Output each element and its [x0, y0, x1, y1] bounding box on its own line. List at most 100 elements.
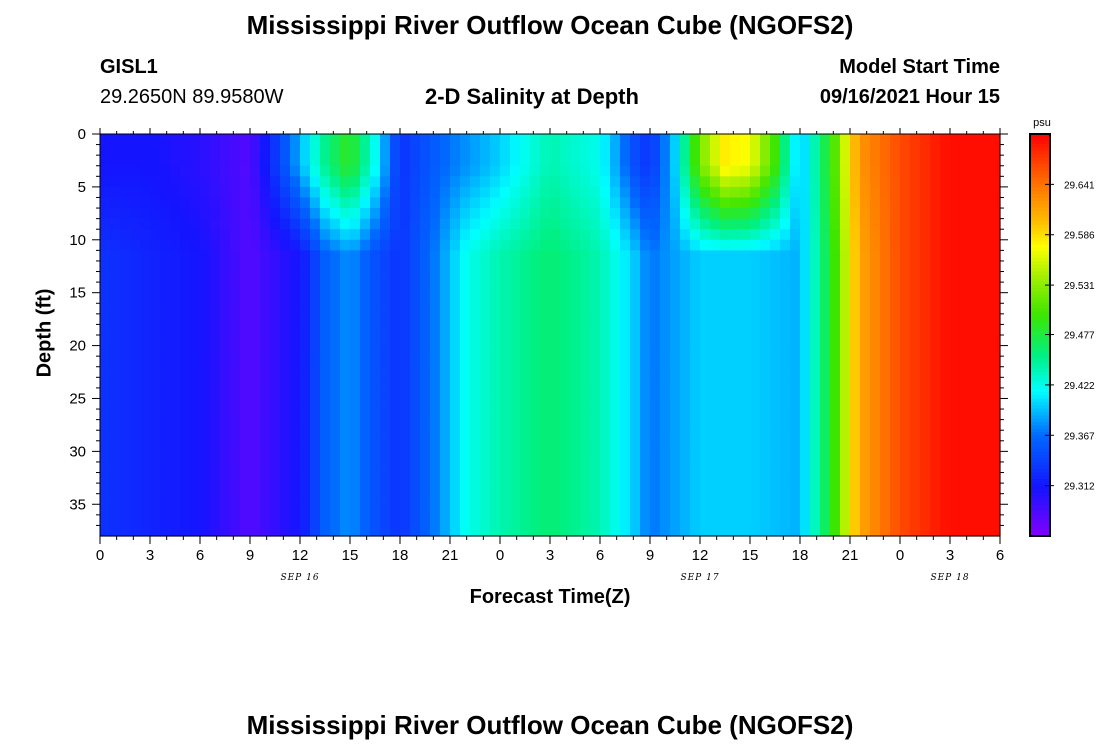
heatmap-cell [190, 387, 201, 400]
heatmap-cell [750, 430, 761, 442]
heatmap-cell [130, 335, 141, 347]
heatmap-cell [760, 134, 771, 146]
heatmap-cell [510, 377, 521, 389]
chart-title: 2-D Salinity at Depth [425, 84, 639, 109]
heatmap-cell [740, 387, 751, 400]
heatmap-cell [590, 155, 601, 167]
heatmap-cell [580, 239, 591, 251]
heatmap-cell [120, 229, 131, 241]
heatmap-cell [190, 366, 201, 378]
heatmap-cell [920, 493, 931, 505]
heatmap-cell [590, 239, 601, 251]
heatmap-cell [600, 155, 611, 167]
heatmap-cell [560, 197, 571, 209]
heatmap-cell [180, 260, 191, 273]
heatmap-cell [490, 134, 501, 146]
heatmap-cell [760, 483, 771, 495]
heatmap-cell [480, 504, 491, 516]
heatmap-cell [390, 398, 401, 410]
heatmap-cell [890, 303, 901, 315]
heatmap-cell [490, 493, 501, 505]
colorbar-segment [1030, 445, 1050, 450]
heatmap-cell [590, 165, 601, 177]
heatmap-cell [390, 155, 401, 167]
heatmap-cell [440, 218, 451, 230]
colorbar-segment [1030, 519, 1050, 524]
heatmap-cell [730, 504, 741, 516]
heatmap-cell [160, 514, 171, 527]
heatmap-cell [840, 504, 851, 516]
heatmap-cell [840, 345, 851, 357]
heatmap-cell [780, 197, 791, 209]
heatmap-cell [410, 165, 421, 177]
heatmap-cell [210, 335, 221, 347]
heatmap-cell [440, 461, 451, 474]
heatmap-cell [770, 197, 781, 209]
heatmap-cell [630, 387, 641, 400]
heatmap-cell [980, 504, 991, 516]
heatmap-cell [570, 377, 581, 389]
heatmap-cell [840, 430, 851, 442]
heatmap-cell [800, 155, 811, 167]
colorbar-segment [1030, 170, 1050, 175]
heatmap-cell [870, 335, 881, 347]
heatmap-cell [340, 176, 351, 188]
heatmap-cell [990, 134, 1001, 146]
heatmap-cell [490, 483, 501, 495]
heatmap-cell [420, 430, 431, 442]
heatmap-cell [640, 260, 651, 273]
heatmap-cell [640, 419, 651, 431]
heatmap-cell [920, 514, 931, 527]
heatmap-cell [490, 218, 501, 230]
heatmap-cell [860, 292, 871, 304]
heatmap-cell [950, 271, 961, 283]
heatmap-cell [210, 250, 221, 262]
heatmap-cell [570, 303, 581, 315]
heatmap-cell [920, 292, 931, 304]
heatmap-cell [560, 451, 571, 463]
heatmap-cell [470, 134, 481, 146]
heatmap-cell [170, 483, 181, 495]
heatmap-cell [120, 218, 131, 230]
heatmap-cell [870, 313, 881, 326]
heatmap-cell [920, 313, 931, 326]
heatmap-cell [180, 461, 191, 474]
colorbar-segment [1030, 515, 1050, 520]
heatmap-cell [220, 356, 231, 368]
heatmap-cell [420, 144, 431, 156]
heatmap-cell [360, 483, 371, 495]
heatmap-cell [430, 525, 441, 537]
heatmap-cell [320, 197, 331, 209]
heatmap-cell [530, 345, 541, 357]
heatmap-cell [810, 356, 821, 368]
heatmap-cell [650, 409, 661, 421]
heatmap-cell [130, 239, 141, 251]
heatmap-cell [930, 366, 941, 378]
heatmap-cell [900, 218, 911, 230]
colorbar-segment [1030, 180, 1050, 185]
colorbar-segment [1030, 177, 1050, 182]
heatmap-cell [310, 250, 321, 262]
heatmap-cell [510, 292, 521, 304]
heatmap-cell [920, 377, 931, 389]
heatmap-cell [850, 514, 861, 527]
heatmap-cell [260, 377, 271, 389]
heatmap-cell [130, 387, 141, 400]
heatmap-cell [500, 313, 511, 326]
heatmap-cell [660, 155, 671, 167]
heatmap-cell [910, 440, 921, 452]
heatmap-cell [810, 218, 821, 230]
heatmap-cell [610, 239, 621, 251]
heatmap-cell [460, 250, 471, 262]
heatmap-cell [910, 176, 921, 188]
heatmap-cell [550, 335, 561, 347]
heatmap-cell [850, 377, 861, 389]
heatmap-cell [890, 377, 901, 389]
heatmap-cell [140, 144, 151, 156]
heatmap-cell [570, 271, 581, 283]
heatmap-cell [300, 186, 311, 199]
heatmap-cell [780, 250, 791, 262]
heatmap-cell [520, 430, 531, 442]
heatmap-cell [310, 356, 321, 368]
heatmap-cell [870, 144, 881, 156]
